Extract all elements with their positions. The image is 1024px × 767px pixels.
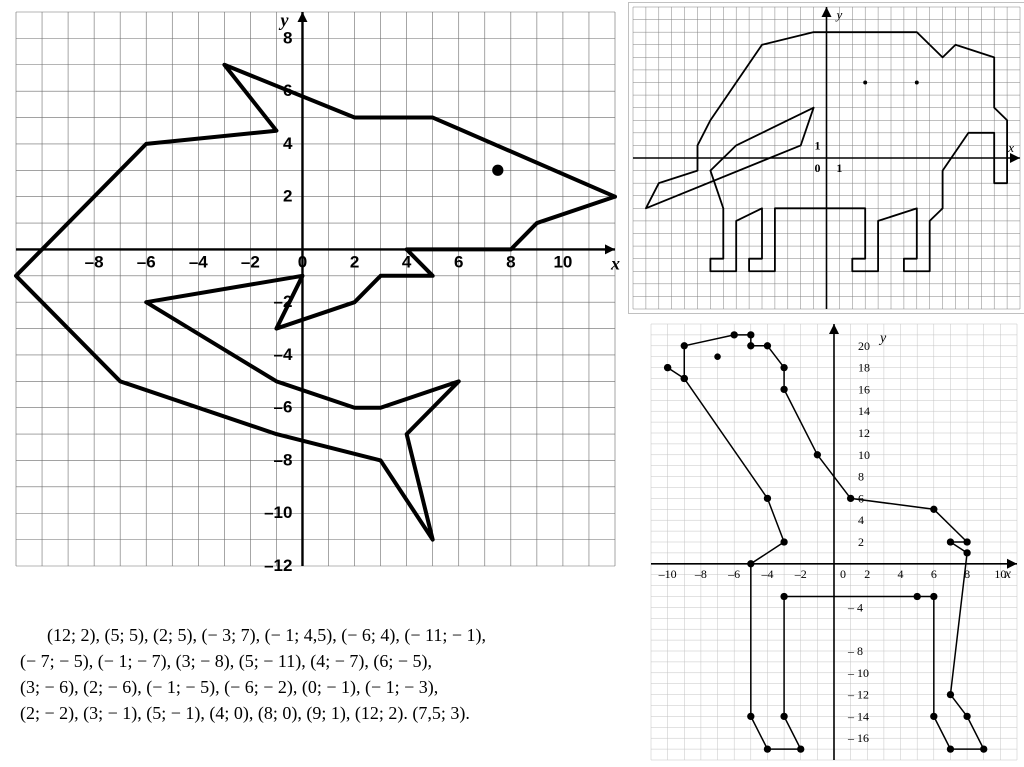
elephant-chart-svg: 0 1 1 y x — [629, 3, 1024, 313]
svg-text:– 8: – 8 — [847, 644, 863, 658]
svg-text:0: 0 — [298, 252, 307, 271]
svg-text:2: 2 — [283, 187, 292, 206]
svg-text:14: 14 — [858, 404, 870, 418]
svg-text:8: 8 — [964, 567, 970, 581]
svg-text:6: 6 — [858, 491, 864, 505]
svg-text:4: 4 — [402, 252, 412, 271]
svg-text:–2: –2 — [241, 252, 260, 271]
svg-text:16: 16 — [858, 382, 870, 396]
svg-text:– 4: – 4 — [847, 600, 863, 614]
svg-text:18: 18 — [858, 361, 870, 375]
svg-text:–12: –12 — [264, 556, 292, 574]
svg-text:–4: –4 — [189, 252, 208, 271]
svg-text:–6: –6 — [137, 252, 156, 271]
svg-text:4: 4 — [858, 513, 864, 527]
svg-text:2: 2 — [864, 567, 870, 581]
svg-text:6: 6 — [931, 567, 937, 581]
elephant-chart-panel: 0 1 1 y x — [628, 2, 1024, 314]
svg-text:y: y — [878, 331, 887, 346]
svg-text:1: 1 — [815, 138, 821, 152]
giraffe-chart-svg: –10–8–6–4–22468102468101214161820– 4– 8–… — [645, 318, 1023, 766]
svg-text:4: 4 — [283, 134, 293, 153]
svg-text:–4: –4 — [274, 345, 293, 364]
svg-text:10: 10 — [858, 448, 870, 462]
svg-text:8: 8 — [506, 252, 515, 271]
svg-text:x: x — [610, 253, 620, 273]
svg-text:–10: –10 — [658, 567, 677, 581]
shark-chart-svg: –8–6–4–20246810–12–10–8–6–4–22468yx — [8, 4, 623, 574]
svg-text:–2: –2 — [794, 567, 807, 581]
svg-text:1: 1 — [836, 161, 842, 175]
svg-text:–8: –8 — [274, 450, 293, 469]
svg-text:–2: –2 — [274, 292, 293, 311]
giraffe-chart-panel: –10–8–6–4–22468102468101214161820– 4– 8–… — [645, 318, 1023, 766]
svg-text:20: 20 — [858, 339, 870, 353]
coordinates-text: (12; 2), (5; 5), (2; 5), (− 3; 7), (− 1;… — [20, 622, 630, 726]
svg-text:–6: –6 — [274, 398, 293, 417]
svg-text:12: 12 — [858, 426, 870, 440]
svg-text:0: 0 — [815, 161, 821, 175]
svg-text:–10: –10 — [264, 503, 292, 522]
shark-chart-panel: –8–6–4–20246810–12–10–8–6–4–22468yx — [8, 4, 623, 574]
svg-text:y: y — [835, 7, 843, 22]
svg-text:–4: –4 — [760, 567, 773, 581]
svg-text:x: x — [1004, 567, 1012, 582]
svg-text:6: 6 — [454, 252, 463, 271]
svg-text:– 14: – 14 — [847, 709, 869, 723]
svg-text:x: x — [1007, 140, 1014, 155]
svg-text:y: y — [278, 10, 289, 30]
svg-text:– 10: – 10 — [847, 666, 869, 680]
svg-text:– 16: – 16 — [847, 731, 869, 745]
svg-text:0: 0 — [840, 567, 846, 581]
svg-text:8: 8 — [858, 470, 864, 484]
svg-text:–8: –8 — [85, 252, 104, 271]
svg-text:2: 2 — [858, 535, 864, 549]
svg-text:6: 6 — [283, 81, 292, 100]
svg-text:– 12: – 12 — [847, 688, 869, 702]
svg-text:–6: –6 — [727, 567, 740, 581]
svg-text:2: 2 — [350, 252, 359, 271]
svg-text:4: 4 — [898, 567, 904, 581]
svg-text:10: 10 — [553, 252, 572, 271]
svg-text:8: 8 — [283, 28, 292, 47]
svg-text:–8: –8 — [694, 567, 707, 581]
